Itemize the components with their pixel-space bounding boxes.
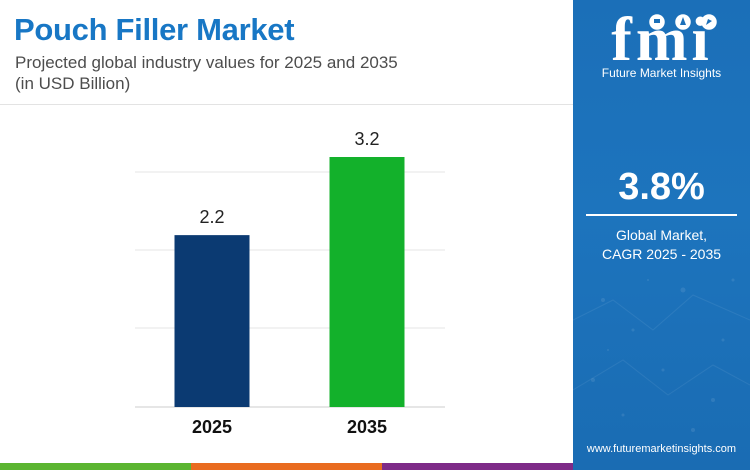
value-label-2025: 2.2 <box>199 207 224 227</box>
fmi-logo-mark: fmi <box>611 8 717 66</box>
chart-subtitle: Projected global industry values for 202… <box>15 52 398 94</box>
stripe-purple <box>382 463 573 470</box>
bar-chart: 2.2 2025 3.2 2035 <box>135 129 445 437</box>
cagr-label-line-2: CAGR 2025 - 2035 <box>601 246 722 262</box>
value-label-2035: 3.2 <box>354 129 379 149</box>
sidebar-panel: fmi Future Market Insights 3.8% Global M… <box>573 0 750 470</box>
header-divider <box>0 104 573 105</box>
page-title: Pouch Filler Market <box>14 12 295 47</box>
bar-2025 <box>174 235 250 407</box>
bars <box>174 157 405 407</box>
stripe-orange <box>191 463 382 470</box>
sidebar-texture <box>573 278 750 432</box>
website-link[interactable]: www.futuremarketinsights.com <box>586 443 737 455</box>
logo-caption: Future Market Insights <box>601 66 722 80</box>
cagr-value: 3.8% <box>618 166 705 208</box>
stripe-green <box>0 463 191 470</box>
cagr-label: Global Market, CAGR 2025 - 2035 <box>573 226 750 264</box>
category-label-2035: 2035 <box>347 417 387 437</box>
category-label-2025: 2025 <box>192 417 232 437</box>
footer-color-stripe <box>0 463 573 470</box>
cagr-divider <box>586 214 737 216</box>
fmi-logo: fmi <box>573 8 750 66</box>
cagr-label-line-1: Global Market, <box>615 227 708 243</box>
bar-2035 <box>329 157 405 407</box>
subtitle-line-1: Projected global industry values for 202… <box>15 53 398 72</box>
subtitle-line-2: (in USD Billion) <box>15 74 131 93</box>
bar-labels: 2.2 2025 3.2 2035 <box>192 129 387 437</box>
